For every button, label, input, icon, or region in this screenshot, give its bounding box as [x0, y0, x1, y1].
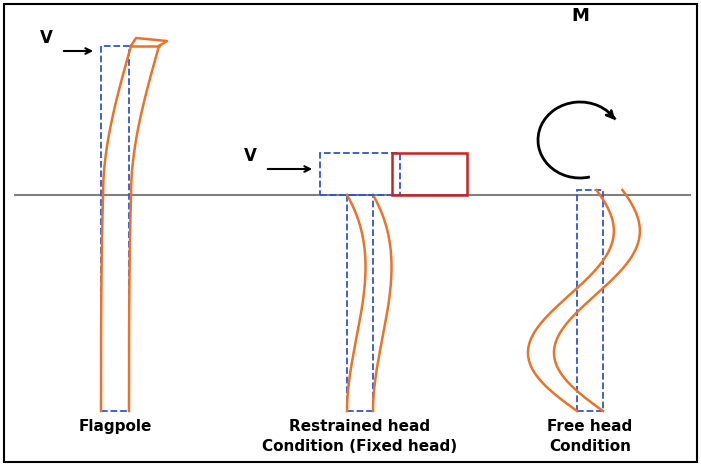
Bar	[320, 153, 400, 195]
Text: M: M	[571, 7, 589, 25]
Text: Free head: Free head	[547, 419, 632, 434]
Text: Condition (Fixed head): Condition (Fixed head)	[262, 439, 458, 454]
Text: Flagpole: Flagpole	[79, 419, 151, 434]
Bar	[347, 195, 373, 411]
Bar	[101, 46, 129, 411]
Text: Restrained head: Restrained head	[290, 419, 430, 434]
Bar	[577, 190, 603, 411]
Bar	[392, 153, 467, 195]
Text: V: V	[243, 147, 257, 165]
Text: Condition: Condition	[549, 439, 631, 454]
Text: V: V	[39, 29, 53, 47]
